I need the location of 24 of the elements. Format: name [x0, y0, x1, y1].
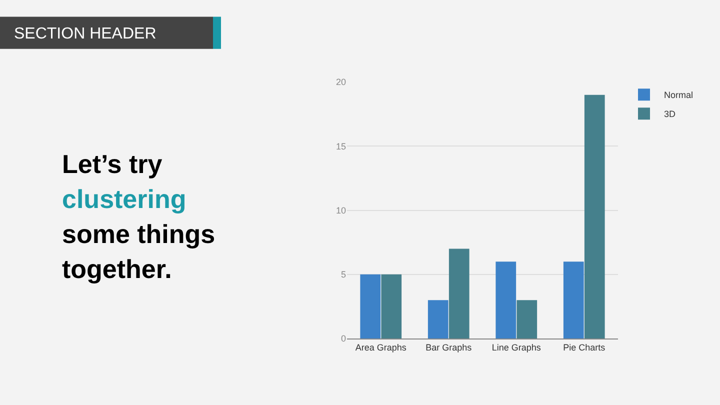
legend-label: 3D — [664, 109, 676, 120]
x-tick-label: Bar Graphs — [426, 342, 472, 352]
bar — [496, 262, 516, 339]
text: SECTION HEADER — [14, 25, 156, 42]
text: together. — [62, 254, 172, 284]
bar — [360, 274, 381, 339]
text: clustering — [62, 184, 186, 214]
text: Let’s try — [62, 149, 163, 179]
x-tick-label: Pie Charts — [563, 342, 606, 352]
y-tick-label: 15 — [336, 141, 346, 152]
y-tick-label: 5 — [340, 270, 346, 280]
x-tick-label: Line Graphs — [492, 342, 542, 352]
y-tick-label: 20 — [336, 77, 346, 88]
y-tick-label: 10 — [336, 205, 346, 216]
bar — [381, 274, 402, 339]
bar — [448, 248, 470, 339]
bar — [584, 94, 605, 339]
x-tick-label: Area Graphs — [355, 342, 407, 352]
bar — [428, 300, 448, 339]
bar — [516, 300, 538, 339]
y-tick-label: 0 — [340, 334, 346, 344]
text: some things — [62, 219, 216, 249]
bar — [563, 262, 584, 339]
legend-label: Normal — [664, 90, 694, 100]
